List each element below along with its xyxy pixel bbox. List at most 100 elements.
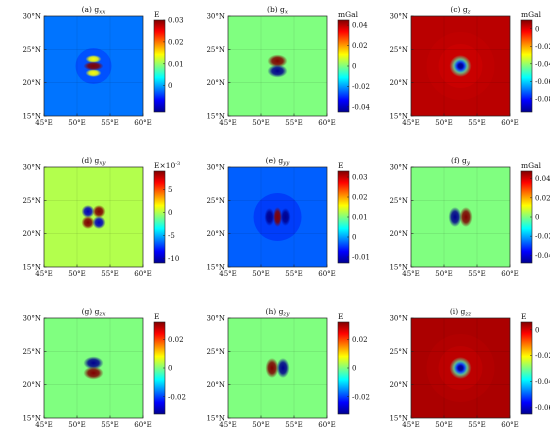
colorbar-tick-label: 0.04 [535,175,550,183]
x-tick-label: 45°E [219,421,237,429]
colorbar-tick-label: 0.04 [352,22,368,30]
y-tick-label: 15°N [389,415,408,423]
x-tick-label: 55°E [101,119,119,127]
y-tick-label: 20°N [389,230,408,238]
colorbar-tick-label: -0.02 [535,233,550,241]
panel-5: (e) gyy 45°E 50°E 55°E 60°E 15°N 20°N 25°N 30°N -… [206,156,370,278]
panel-title: (b) gx [267,5,289,16]
colorbar-tick-label: 0 [168,82,172,90]
colorbar-tick-label: 0.01 [352,214,368,222]
y-tick-label: 25°N [389,46,408,54]
grid [411,16,510,116]
colorbar-unit: mGal [521,10,542,19]
anomaly-lobe-right [459,207,473,227]
colorbar-tick-label: -5 [168,232,175,240]
y-tick-label: 30°N [22,315,41,323]
colorbar-unit: E [154,312,159,321]
panel-3: (c) gz 45°E 50°E 55°E 60°E 15°N 20°N 25°N 30°N -0… [389,5,550,127]
x-tick-label: 45°E [35,119,53,127]
grid [228,16,327,116]
x-tick-label: 50°E [68,421,86,429]
y-tick-label: 20°N [389,79,408,87]
anomaly [426,334,495,402]
x-tick-label: 45°E [402,119,420,127]
colorbar-tick-label: -0.02 [535,352,550,360]
colorbar-unit: E [338,161,343,170]
colorbar-tick-label: 0 [535,25,539,33]
colorbar-unit: E [338,312,343,321]
grid [44,16,143,116]
x-tick-label: 60°E [318,270,336,278]
x-tick-label: 55°E [101,270,119,278]
map-frame [43,15,144,117]
colorbar-tick-label: -0.02 [168,393,186,401]
x-tick-label: 55°E [285,270,303,278]
panel-title: (a) gxx [82,5,107,16]
anomaly [81,205,106,229]
anomaly-lobe-right [280,208,291,226]
grid [44,167,143,267]
x-tick-label: 60°E [501,119,519,127]
anomaly-lobe-lower [267,64,288,78]
colorbar-tick-label: -10 [168,255,179,263]
anomaly-lobe-lower [85,69,102,77]
colorbar-tick-label: -0.01 [352,254,370,262]
y-tick-label: 25°N [206,348,225,356]
map-frame [227,166,328,268]
map-frame [410,317,511,419]
x-tick-label: 60°E [134,421,152,429]
x-tick-label: 60°E [318,119,336,127]
x-tick-label: 55°E [468,270,486,278]
colorbar-tick-label: -0.04 [352,103,370,111]
y-tick-label: 30°N [206,13,225,21]
y-tick-label: 20°N [22,230,41,238]
anomaly-lobe-left [264,208,275,226]
colorbar-tick-label: 0.01 [168,60,184,68]
colorbar-tick-label: 0.02 [168,38,184,46]
panel-7: (g) gzx 45°E 50°E 55°E 60°E 15°N 20°N 25°N 30°N -… [22,307,186,429]
colorbar-tick-label: 0.02 [352,42,368,50]
grid [44,318,143,418]
map-frame [410,15,511,117]
y-tick-label: 20°N [206,381,225,389]
colorbar-tick-label: 0 [535,326,539,334]
panel-title: (g) gzx [82,307,107,318]
anomaly-lobe-upper [85,55,102,63]
x-tick-label: 50°E [252,119,270,127]
x-tick-label: 50°E [435,270,453,278]
x-tick-label: 55°E [285,119,303,127]
grid [411,167,510,267]
x-tick-label: 50°E [252,270,270,278]
grid [228,318,327,418]
y-tick-label: 25°N [389,348,408,356]
y-tick-label: 15°N [389,264,408,272]
panel-title: (d) gxy [81,156,106,167]
colorbar-tick-label: 0.02 [168,336,184,344]
x-tick-label: 50°E [435,421,453,429]
y-tick-label: 15°N [206,415,225,423]
colorbar-tick-label: -0.04 [535,378,550,386]
anomaly [75,48,112,84]
panel-6: (f) gy 45°E 50°E 55°E 60°E 15°N 20°N 25°N 30°N -0… [389,156,550,278]
y-tick-label: 30°N [389,164,408,172]
anomaly-lobe-upper [83,356,104,370]
anomaly-lobe-se [92,216,106,229]
y-tick-label: 15°N [22,415,41,423]
panel-4: (d) gxy 45°E 50°E 55°E 60°E 15°N 20°N 25°N 30°N -… [22,156,180,278]
y-tick-label: 30°N [389,13,408,21]
colorbar [153,170,166,264]
y-tick-label: 30°N [389,315,408,323]
anomaly-lobe-lower [83,366,104,380]
x-tick-label: 45°E [402,421,420,429]
panel-title: (i) gzz [450,307,471,318]
y-tick-label: 15°N [206,264,225,272]
grid [411,318,510,418]
y-tick-label: 20°N [206,79,225,87]
y-tick-label: 30°N [22,164,41,172]
colorbar-tick-label: 5 [168,186,172,194]
y-tick-label: 15°N [389,113,408,121]
anomaly-lobe-right [276,358,290,378]
colorbar-tick-label: 0.02 [352,336,368,344]
map-background [44,167,143,267]
map-frame [227,15,328,117]
